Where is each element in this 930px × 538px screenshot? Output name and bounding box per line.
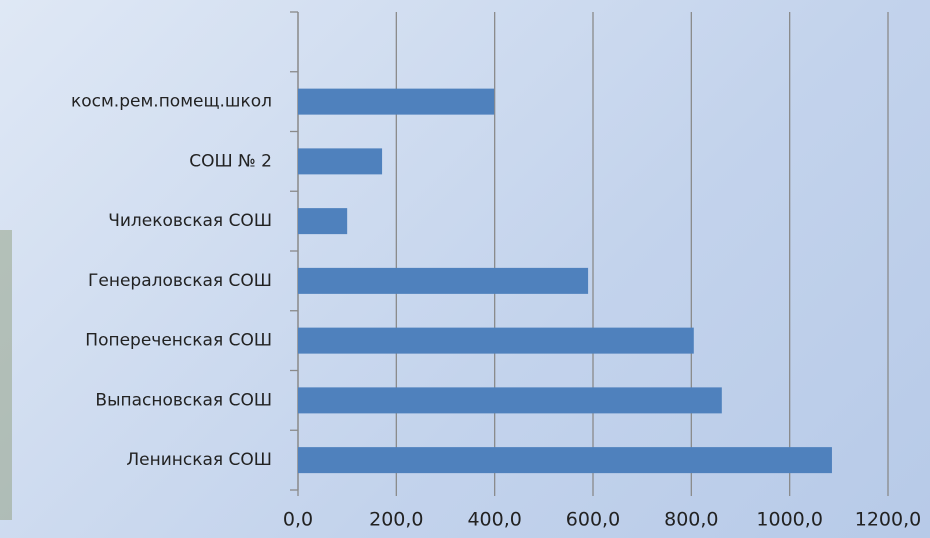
bar [298,267,589,294]
x-tick-label: 600,0 [566,509,620,531]
x-tick-label: 1000,0 [756,509,822,531]
x-tick-label: 200,0 [369,509,423,531]
x-tick-label: 800,0 [664,509,718,531]
y-tick-label: Попереченская СОШ [85,331,272,351]
y-tick-label: Ленинская СОШ [126,450,272,470]
y-tick-label: Генераловская СОШ [88,271,272,291]
bar [298,148,383,175]
x-tick-label: 400,0 [467,509,521,531]
y-tick-label: СОШ № 2 [189,151,272,171]
y-tick-label: косм.рем.помещ.школ [71,92,272,112]
x-tick-label: 1200,0 [855,509,921,531]
bar [298,208,348,235]
background-strip [0,230,12,520]
y-tick-label: Чилековская СОШ [108,211,272,231]
x-tick-label: 0,0 [283,509,313,531]
bar [298,327,694,354]
bar [298,387,722,414]
y-tick-label: Выпасновская СОШ [95,390,272,410]
bar [298,88,495,115]
bar [298,447,832,474]
